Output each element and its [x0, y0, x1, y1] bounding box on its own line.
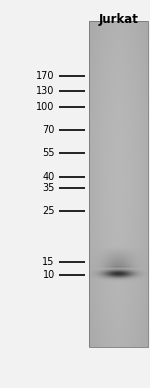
Text: 70: 70 — [42, 125, 55, 135]
Text: 100: 100 — [36, 102, 55, 112]
Text: 170: 170 — [36, 71, 55, 81]
Bar — [89, 21, 148, 347]
Text: 40: 40 — [42, 171, 55, 182]
Text: 130: 130 — [36, 86, 55, 96]
Text: 15: 15 — [42, 257, 55, 267]
Text: 35: 35 — [42, 183, 55, 193]
Text: Jurkat: Jurkat — [99, 13, 138, 26]
Text: 55: 55 — [42, 148, 55, 158]
Text: 10: 10 — [42, 270, 55, 281]
Text: 25: 25 — [42, 206, 55, 217]
